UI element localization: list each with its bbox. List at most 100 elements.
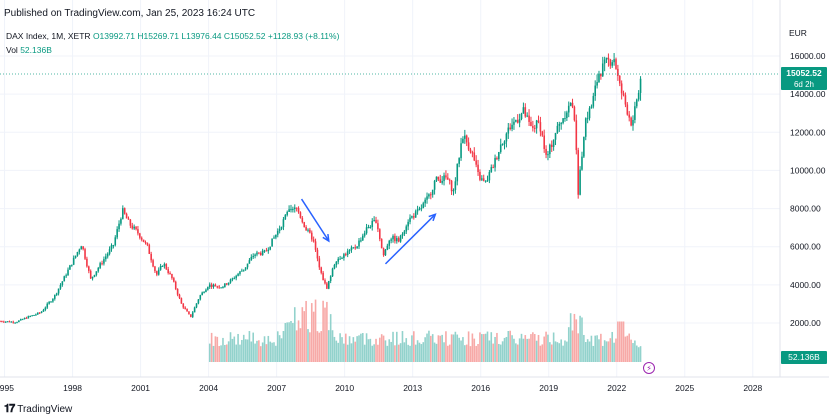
volume-bar [552,332,555,362]
x-tick-label: 1998 [63,383,82,393]
candle-body [218,286,220,288]
candle-body [280,227,283,229]
candle-body [105,256,107,260]
volume-bar [458,337,460,362]
candle-body [42,309,45,312]
candle-body [148,244,151,254]
candle-body [494,157,496,168]
candle-body [271,238,273,247]
candle-body [520,113,523,120]
candle-body [248,260,251,264]
volume-bar [431,334,434,362]
candle-body [212,284,215,287]
candle-body [29,316,32,318]
candle-body [401,234,404,236]
candle-body [186,308,188,312]
candle-body [392,235,394,240]
candle-body [71,264,73,266]
volume-bar [600,333,602,362]
volume-bar [333,336,336,362]
currency-label[interactable]: EUR [789,28,807,38]
drawing-annotations[interactable] [300,198,437,265]
candle-body [48,301,50,304]
volume-bar [482,334,485,362]
candle-body [377,223,379,230]
candle-body [97,267,100,272]
volume-bar [254,343,256,362]
volume-bar [326,301,328,362]
candle-body [373,219,375,221]
lightning-icon[interactable]: ⚡ [643,362,655,374]
price-axis[interactable]: 16000.00 14000.00 12000.00 10000.00 8000.00 6… [790,51,826,328]
candle-body [331,268,334,277]
volume-bar [567,327,570,362]
candle-body [635,99,638,107]
volume-bar [601,345,604,362]
volume-bar [229,332,232,362]
candle-body [110,245,113,250]
candle-body [52,298,54,302]
legend-open: O13992.71 [92,31,136,41]
legend-vol-label[interactable]: Vol [6,45,18,55]
candle-body [278,228,281,231]
candle-body [33,314,35,316]
volume-bar [329,314,332,362]
legend-symbol[interactable]: DAX Index, 1M, XETR [6,31,91,41]
volume-bar [537,334,540,362]
candle-body [8,321,11,323]
candle-body [367,227,370,229]
volume-bar [532,332,534,362]
volume-bar [282,331,285,362]
candle-body [526,115,528,117]
volume-bar [460,340,462,362]
legend-vol-value: 52.136B [20,45,52,55]
candle-body [428,194,430,197]
volume-bar [577,333,579,362]
volume-bar [392,331,394,362]
volume-bar [373,344,375,362]
volume-bar [363,344,366,362]
candle-body [541,131,544,136]
volume-bar [486,331,489,362]
volume-bar [401,331,404,362]
volume-bar [237,333,239,362]
candle-body [505,133,508,142]
candle-body [76,251,79,256]
candle-body [123,208,126,214]
chart-grid [0,0,780,377]
volume-bar [573,313,576,362]
time-axis[interactable]: 1995 1998 2001 2004 2007 2010 2013 2016 2019 2022… [0,383,763,393]
y-tick-label: 2000.00 [790,318,821,328]
volume-bar [524,335,527,362]
candle-body [469,149,472,153]
volume-bar [242,334,245,362]
x-tick-label: 2025 [675,383,694,393]
candle-body [499,144,502,153]
volume-bar [416,340,419,362]
candle-body [246,263,249,268]
x-tick-label: 2007 [267,383,286,393]
candle-body [326,283,328,289]
candle-body [250,256,253,261]
candle-body [191,312,194,317]
candle-body [600,73,602,77]
volume-bar [290,321,292,362]
candle-body [152,260,154,267]
volume-bar [433,342,436,362]
candle-body [382,248,385,256]
volume-bar [371,345,374,362]
volume-bar [246,339,249,362]
volume-bar [382,335,385,362]
candle-body [605,57,608,60]
candle-body [363,233,366,236]
candle-body [184,307,186,309]
candle-body [4,321,7,323]
candle-body [38,312,41,314]
volume-bar [569,313,572,362]
candle-body [55,293,58,295]
volume-bar [331,330,334,362]
candle-body [144,242,147,244]
candle-body [205,289,207,293]
candle-body [165,264,168,270]
